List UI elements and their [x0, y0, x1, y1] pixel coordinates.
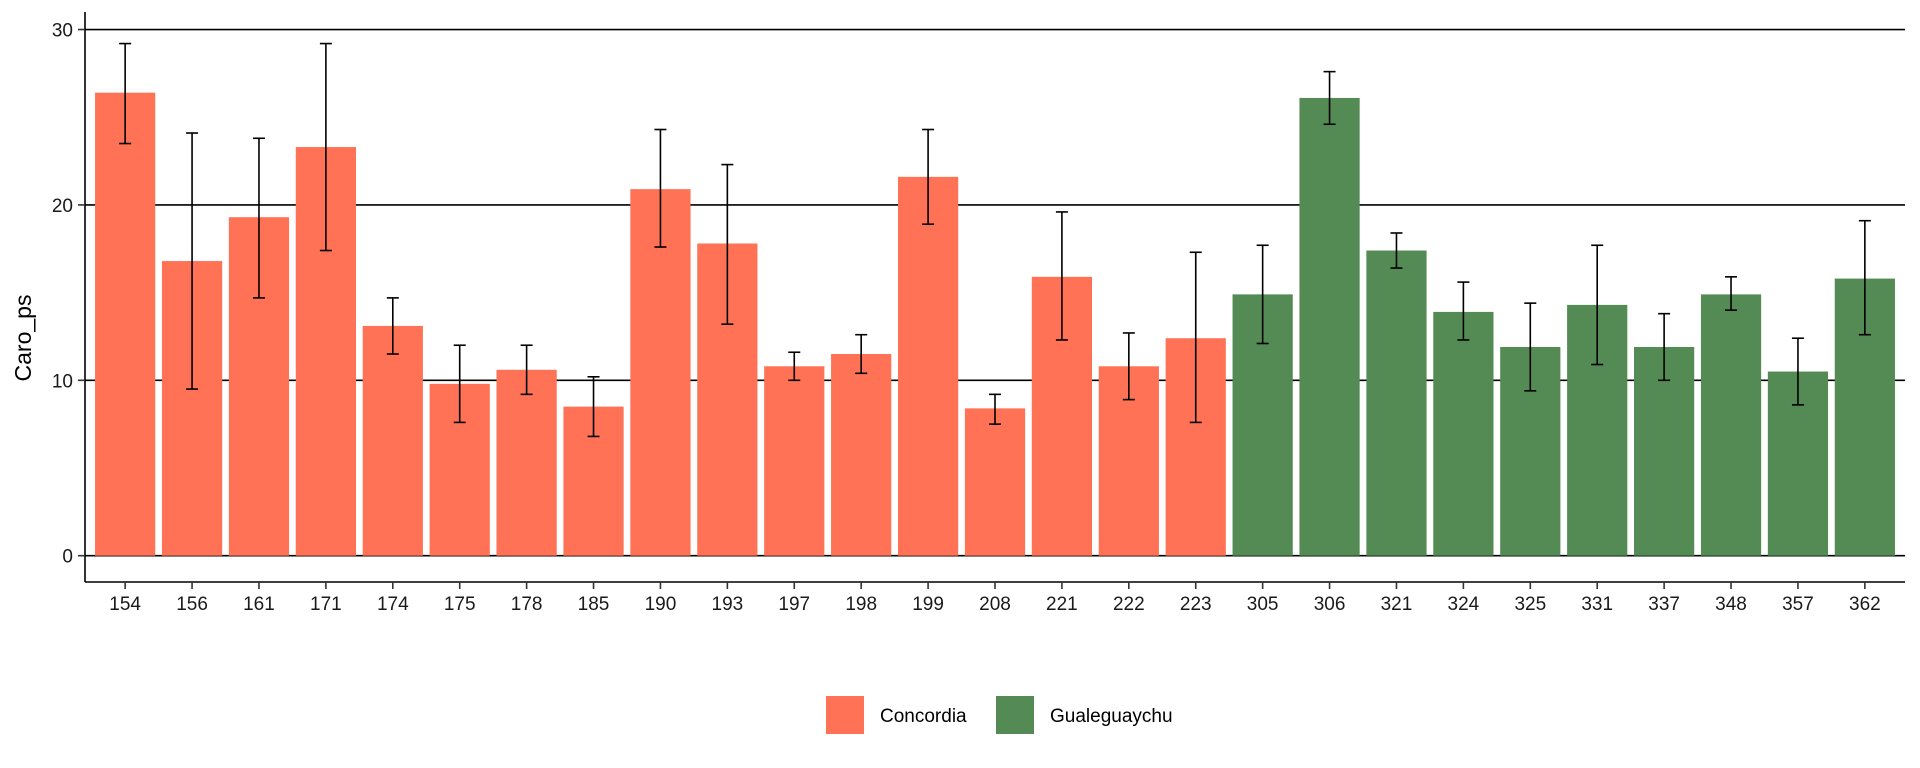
bar-197 [764, 366, 825, 556]
x-tick-label: 178 [511, 594, 543, 615]
error-bar-154 [119, 42, 132, 145]
y-tick-label: 10 [52, 371, 73, 392]
x-tick-label: 324 [1448, 594, 1480, 615]
y-tick-label: 20 [52, 196, 73, 217]
error-bar-197 [788, 351, 801, 382]
x-tick-label: 306 [1314, 594, 1346, 615]
y-axis-ticks: 0 10 20 30 [52, 21, 85, 568]
bar-174 [362, 325, 423, 556]
bar-190 [630, 189, 691, 556]
bar-198 [831, 354, 892, 556]
error-bar-321 [1390, 232, 1403, 269]
error-bar-324 [1457, 281, 1470, 341]
error-bar-223 [1189, 251, 1202, 424]
x-tick-label: 325 [1514, 594, 1546, 615]
error-bar-362 [1858, 219, 1871, 336]
x-tick-label: 321 [1381, 594, 1413, 615]
x-tick-label: 362 [1849, 594, 1881, 615]
error-bar-306 [1323, 70, 1336, 126]
y-axis-title: Caro_ps [10, 295, 36, 382]
x-tick-label: 208 [979, 594, 1011, 615]
error-bar-305 [1256, 244, 1269, 345]
legend: Concordia Gualeguaychu [826, 696, 1173, 734]
bar-324 [1433, 311, 1494, 556]
x-tick-label: 357 [1782, 594, 1814, 615]
error-bar-185 [587, 375, 600, 438]
error-bar-208 [989, 393, 1001, 425]
error-bar-193 [721, 163, 734, 325]
bars [95, 92, 1895, 556]
error-bar-357 [1791, 337, 1804, 406]
bar-208 [964, 408, 1026, 556]
error-bar-175 [453, 344, 466, 424]
x-axis-ticks: 154 156 161 171 174 175 178 185 190 193 197 198 199 2… [109, 582, 1881, 615]
x-tick-label: 198 [845, 594, 877, 615]
bar-337 [1634, 346, 1695, 556]
legend-swatch-gualeguaychu [996, 696, 1034, 734]
error-bar-325 [1524, 302, 1537, 392]
x-tick-label: 305 [1247, 594, 1279, 615]
error-bar-174 [386, 297, 399, 355]
error-bar-156 [186, 132, 199, 390]
x-tick-label: 221 [1046, 594, 1078, 615]
error-bar-190 [654, 128, 667, 248]
error-bar-178 [520, 344, 533, 396]
y-tick-label: 30 [52, 21, 73, 42]
x-tick-label: 161 [243, 594, 275, 615]
legend-label-concordia: Concordia [880, 706, 967, 727]
x-tick-label: 190 [645, 594, 677, 615]
error-bar-221 [1055, 211, 1068, 341]
error-bars [119, 42, 1871, 438]
x-tick-label: 222 [1113, 594, 1145, 615]
x-tick-label: 154 [109, 594, 141, 615]
legend-swatch-concordia [826, 696, 864, 734]
error-bar-331 [1591, 244, 1604, 366]
bar-306 [1299, 97, 1360, 556]
x-tick-label: 331 [1581, 594, 1613, 615]
error-bar-161 [252, 137, 265, 299]
bar-154 [95, 92, 156, 556]
x-tick-label: 175 [444, 594, 476, 615]
legend-label-gualeguaychu: Gualeguaychu [1050, 706, 1173, 727]
x-tick-label: 199 [912, 594, 944, 615]
error-bar-222 [1122, 332, 1135, 401]
x-tick-label: 174 [377, 594, 409, 615]
x-tick-label: 156 [176, 594, 208, 615]
x-tick-label: 171 [310, 594, 342, 615]
bar-348 [1700, 294, 1762, 556]
bar-178 [496, 369, 557, 556]
error-bar-198 [855, 333, 868, 375]
error-bar-337 [1658, 312, 1671, 382]
x-tick-label: 193 [712, 594, 744, 615]
error-bar-199 [922, 128, 935, 226]
y-tick-label: 0 [62, 547, 73, 568]
bar-321 [1366, 250, 1427, 556]
error-bar-171 [319, 42, 332, 252]
x-tick-label: 197 [778, 594, 810, 615]
error-bar-348 [1725, 276, 1738, 311]
x-tick-label: 348 [1715, 594, 1747, 615]
x-tick-label: 223 [1180, 594, 1212, 615]
x-tick-label: 337 [1648, 594, 1680, 615]
x-tick-label: 185 [578, 594, 610, 615]
bar-199 [897, 176, 959, 556]
